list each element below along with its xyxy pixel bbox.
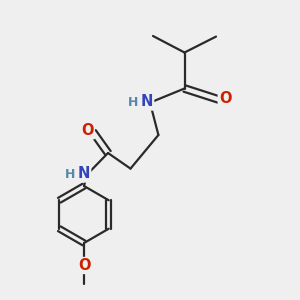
Text: H: H [65, 167, 76, 181]
Text: O: O [81, 123, 94, 138]
Text: N: N [141, 94, 153, 110]
Text: H: H [128, 95, 139, 109]
Text: O: O [78, 258, 90, 273]
Text: O: O [219, 91, 231, 106]
Text: N: N [78, 167, 90, 182]
